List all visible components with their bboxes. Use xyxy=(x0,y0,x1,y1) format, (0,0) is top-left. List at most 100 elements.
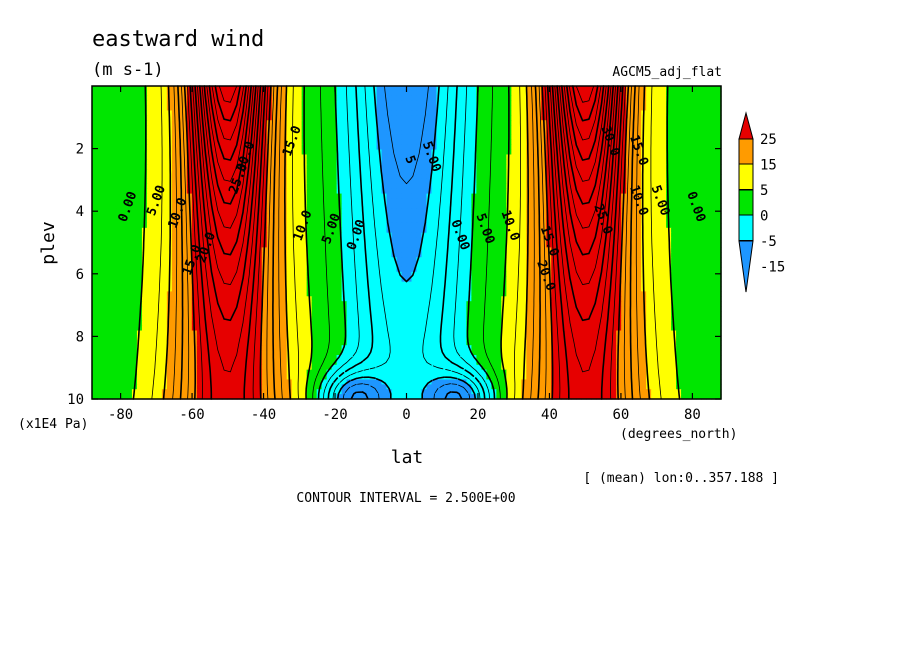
field-cell xyxy=(446,198,453,204)
field-cell xyxy=(176,203,183,209)
field-cell xyxy=(351,237,358,244)
field-cell xyxy=(216,232,223,239)
field-cell xyxy=(621,90,627,97)
field-cell xyxy=(266,169,273,175)
field-cell xyxy=(716,159,722,165)
field-cell xyxy=(486,242,492,248)
field-cell xyxy=(496,232,502,239)
field-cell xyxy=(226,144,233,151)
field-cell xyxy=(516,130,522,136)
field-cell xyxy=(236,169,243,175)
field-cell xyxy=(386,154,393,160)
field-cell xyxy=(456,222,463,229)
field-cell xyxy=(526,188,532,195)
field-cell xyxy=(92,222,98,229)
field-cell xyxy=(671,188,677,195)
field-cell xyxy=(546,198,552,204)
field-cell xyxy=(616,120,622,126)
field-cell xyxy=(406,95,413,102)
field-cell xyxy=(651,208,657,214)
field-cell xyxy=(181,213,188,219)
field-cell xyxy=(246,242,253,248)
field-cell xyxy=(336,178,343,185)
field-cell xyxy=(701,213,707,219)
field-cell xyxy=(306,198,313,204)
field-cell xyxy=(416,232,423,239)
field-cell xyxy=(171,159,178,165)
field-cell xyxy=(476,193,482,200)
field-cell xyxy=(296,90,303,97)
field-cell xyxy=(481,232,487,239)
field-cell xyxy=(221,95,228,102)
field-cell xyxy=(101,169,108,175)
field-cell xyxy=(461,125,467,131)
field-cell xyxy=(446,125,453,131)
field-cell xyxy=(496,110,502,116)
field-cell xyxy=(236,232,243,239)
field-cell xyxy=(316,115,323,121)
field-cell xyxy=(456,115,463,121)
field-cell xyxy=(151,100,158,107)
field-cell xyxy=(701,208,707,214)
field-cell xyxy=(176,242,183,248)
field-cell xyxy=(171,183,178,190)
field-cell xyxy=(211,198,218,204)
field-cell xyxy=(586,169,592,175)
field-cell xyxy=(146,247,153,253)
field-cell xyxy=(621,130,627,136)
field-cell xyxy=(651,193,657,200)
field-cell xyxy=(571,232,577,239)
field-cell xyxy=(226,213,233,219)
field-cell xyxy=(291,183,298,190)
field-cell xyxy=(401,86,408,92)
field-cell xyxy=(101,198,108,204)
field-cell xyxy=(341,120,348,126)
field-cell xyxy=(421,86,428,92)
field-cell xyxy=(266,247,273,253)
field-cell xyxy=(516,159,522,165)
field-cell xyxy=(556,90,562,97)
field-cell xyxy=(691,164,697,170)
field-cell xyxy=(471,159,477,165)
field-cell xyxy=(406,100,413,107)
field-cell xyxy=(201,232,208,239)
field-cell xyxy=(671,257,677,263)
field-cell xyxy=(476,159,482,165)
field-cell xyxy=(336,266,343,273)
field-cell xyxy=(191,193,198,200)
field-cell xyxy=(426,120,433,126)
field-cell xyxy=(636,252,642,258)
field-cell xyxy=(436,139,443,146)
field-cell xyxy=(621,242,627,248)
field-cell xyxy=(441,262,448,268)
field-cell xyxy=(196,218,203,224)
field-cell xyxy=(571,242,577,248)
field-cell xyxy=(216,154,223,160)
field-cell xyxy=(206,266,213,273)
field-cell xyxy=(376,178,383,185)
field-cell xyxy=(216,149,223,156)
field-cell xyxy=(296,227,303,234)
field-cell xyxy=(581,203,587,209)
field-cell xyxy=(171,125,178,131)
field-cell xyxy=(651,232,657,239)
field-cell xyxy=(261,203,268,209)
field-cell xyxy=(691,203,697,209)
field-cell xyxy=(461,208,467,214)
field-cell xyxy=(436,276,443,283)
field-cell xyxy=(701,120,707,126)
field-cell xyxy=(511,242,517,248)
field-cell xyxy=(266,86,273,92)
field-cell xyxy=(401,222,408,229)
field-cell xyxy=(246,208,253,214)
field-cell xyxy=(286,105,293,112)
field-cell xyxy=(146,213,153,219)
field-cell xyxy=(326,174,333,180)
field-cell xyxy=(301,222,308,229)
field-cell xyxy=(496,120,502,126)
field-cell xyxy=(406,110,413,116)
field-cell xyxy=(651,134,657,141)
field-cell xyxy=(361,120,368,126)
field-cell xyxy=(341,271,348,278)
field-cell xyxy=(441,125,448,131)
